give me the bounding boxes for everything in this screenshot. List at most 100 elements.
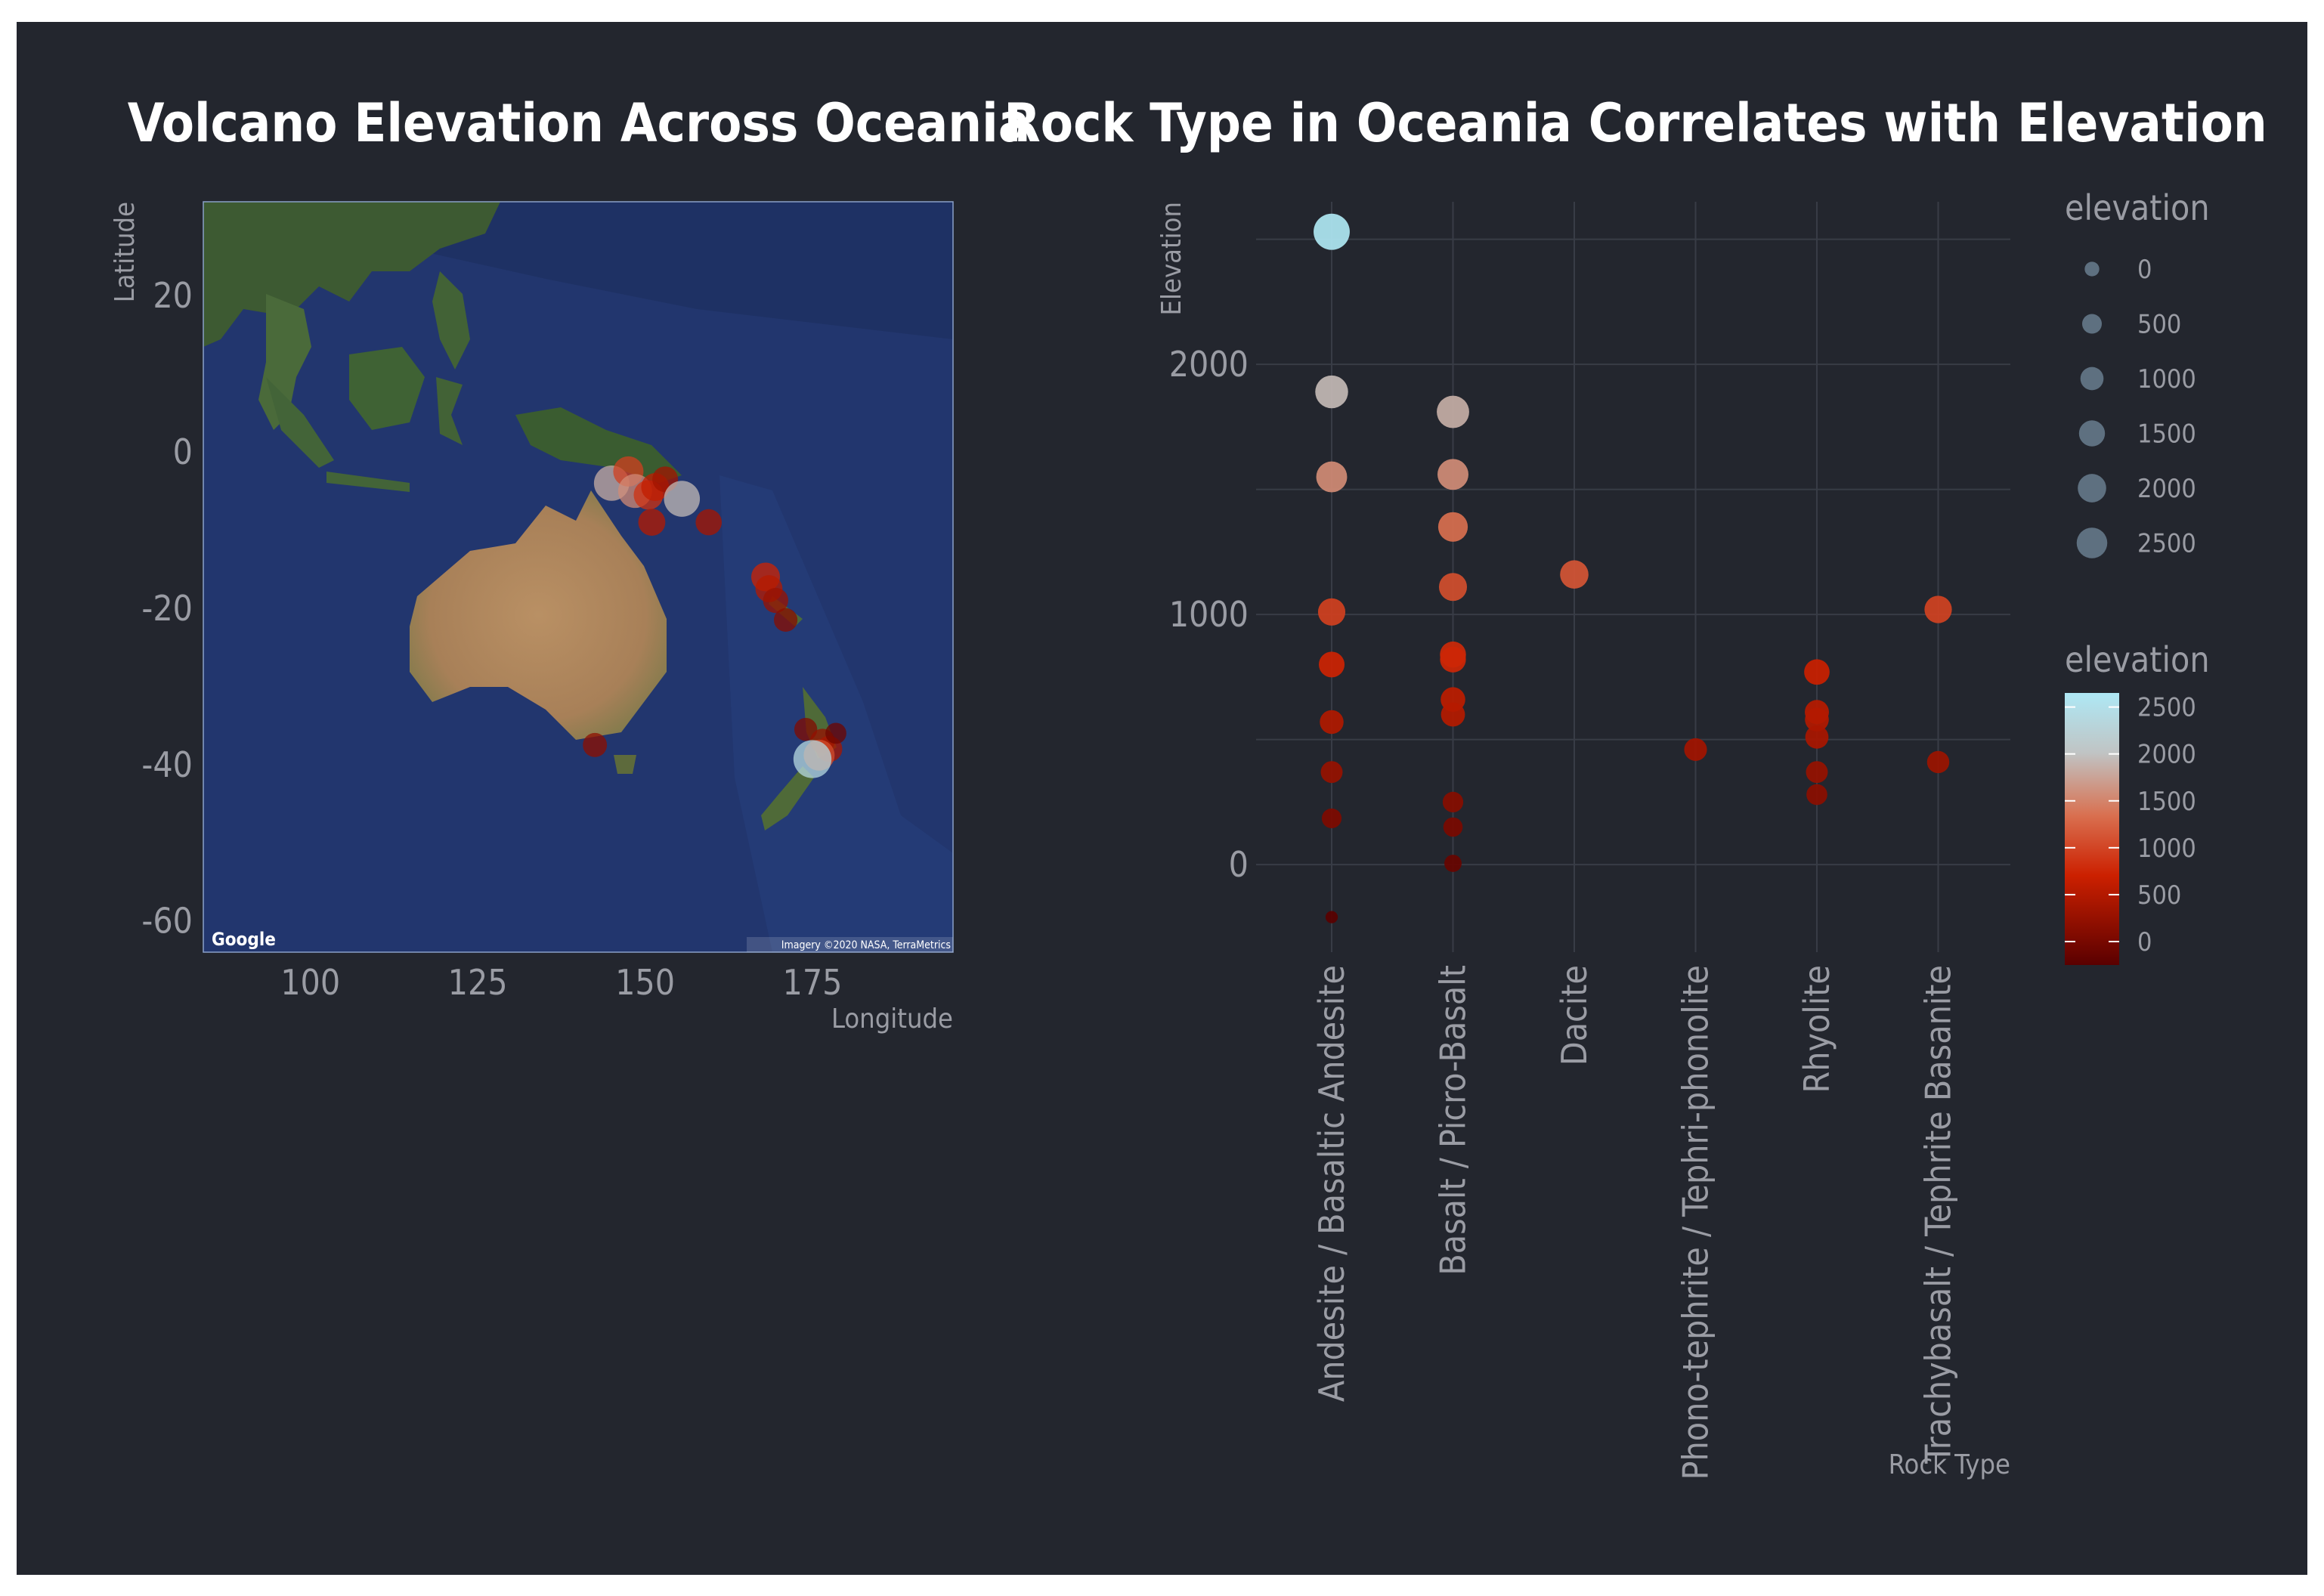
map-point-19 [825, 722, 846, 744]
map-point-18 [793, 740, 832, 778]
rock-point-18 [1443, 817, 1463, 837]
map-x-tick-0: 100 [280, 962, 340, 1003]
rock-title: Rock Type in Oceania Correlates with Ele… [1004, 92, 2267, 154]
rock-point-2 [1316, 461, 1348, 493]
map-y-tick-1: 0 [173, 431, 193, 472]
rock-x-tick-0: Andesite / Basaltic Andesite [1311, 965, 1352, 1402]
rock-point-8 [1325, 911, 1338, 923]
rock-x-label: Rock Type [1889, 1449, 2010, 1480]
size-legend-label-4: 2000 [2137, 474, 2196, 504]
map-land-australia [410, 490, 667, 740]
rock-x-tick-1: Basalt / Picro-Basalt [1433, 965, 1474, 1276]
size-legend-label-3: 1500 [2137, 419, 2196, 450]
map-y-tick-0: 20 [153, 275, 193, 316]
map-frame [203, 201, 954, 953]
rock-point-26 [1806, 761, 1828, 784]
rock-point-16 [1441, 702, 1465, 727]
rock-point-7 [1321, 808, 1342, 829]
map-point-8 [695, 509, 723, 536]
map-x-label: Longitude [831, 1004, 953, 1035]
rock-point-10 [1437, 459, 1468, 490]
map-land-sulawesi [436, 377, 463, 445]
map-land-borneo [349, 347, 425, 430]
rock-point-11 [1437, 512, 1468, 542]
size-legend-label-0: 0 [2137, 255, 2152, 285]
rock-x-ticks: Andesite / Basaltic Andesite Basalt / Pic… [1311, 965, 1959, 1480]
rock-point-29 [1926, 750, 1950, 774]
map-y-tick-2: -20 [141, 588, 193, 629]
color-legend-title: elevation [2065, 639, 2210, 680]
rock-x-tick-4: Rhyolite [1796, 965, 1837, 1093]
color-legend-label-0: 2500 [2137, 693, 2196, 723]
map-y-tick-4: -60 [141, 901, 193, 942]
rock-y-tick-0: 0 [1229, 844, 1249, 885]
size-legend: 0 500 1000 1500 2000 2500 [2076, 255, 2196, 559]
size-legend-dot-3 [2078, 420, 2106, 447]
map-land-nz-south [761, 766, 814, 830]
rock-point-20 [1560, 560, 1589, 589]
color-legend-label-3: 1000 [2137, 834, 2196, 864]
figure-svg: Volcano Elevation Across Oceania Google [110, 92, 2267, 1480]
map-y-ticks: 20 0 -20 -40 -60 [141, 275, 193, 942]
size-legend-dot-5 [2076, 527, 2108, 558]
map-x-tick-1: 125 [448, 962, 508, 1003]
rock-point-4 [1318, 651, 1345, 678]
colorbar [2065, 693, 2119, 965]
color-legend-ticks: 2500 2000 1500 1000 500 0 [2065, 693, 2196, 957]
rock-point-25 [1805, 725, 1829, 749]
map-land-java [326, 472, 410, 492]
map-plot-area: Google Imagery ©2020 NASA, TerraMetrics [203, 201, 954, 953]
map-y-tick-3: -40 [141, 744, 193, 785]
rock-point-17 [1442, 791, 1464, 813]
map-land-tasmania [614, 755, 636, 774]
rock-point-21 [1684, 738, 1707, 761]
map-attribution: Imagery ©2020 NASA, TerraMetrics [781, 939, 951, 951]
attribution-bg [747, 937, 953, 952]
rock-points [1314, 213, 1952, 923]
rock-point-12 [1438, 573, 1468, 602]
size-legend-label-1: 500 [2137, 310, 2181, 340]
map-x-tick-2: 150 [615, 962, 675, 1003]
rock-point-14 [1440, 646, 1466, 673]
map-land-philippines [432, 271, 470, 370]
rock-point-27 [1806, 784, 1827, 806]
color-legend-label-4: 500 [2137, 880, 2181, 911]
color-legend-label-2: 1500 [2137, 787, 2196, 817]
rock-x-tick-5: Trachybasalt / Tephrite Basanite [1918, 965, 1959, 1465]
map-point-11 [763, 587, 788, 614]
figure-panel: Volcano Elevation Across Oceania Google [17, 22, 2307, 1575]
rock-y-tick-1: 1000 [1169, 594, 1249, 635]
rock-x-tick-3: Phono-tephrite / Tephri-phonolite [1676, 965, 1716, 1480]
map-point-14 [794, 717, 818, 741]
map-x-ticks: 100 125 150 175 [280, 962, 842, 1003]
rock-point-24 [1805, 707, 1829, 732]
rock-point-22 [1804, 659, 1830, 685]
size-legend-dot-2 [2080, 367, 2104, 391]
map-x-tick-3: 175 [783, 962, 843, 1003]
map-title: Volcano Elevation Across Oceania [128, 92, 1030, 154]
rock-x-tick-2: Dacite [1554, 965, 1595, 1066]
rock-y-label: Elevation [1156, 202, 1187, 315]
rock-point-28 [1924, 595, 1952, 623]
size-legend-title: elevation [2065, 187, 2210, 228]
rock-point-5 [1320, 710, 1344, 735]
size-legend-dot-0 [2084, 261, 2100, 277]
map-points [583, 456, 846, 778]
rock-point-19 [1444, 855, 1462, 872]
google-logo: Google [212, 929, 276, 950]
size-legend-label-5: 2500 [2137, 529, 2196, 559]
rock-y-tick-2: 2000 [1169, 344, 1249, 385]
map-y-label: Latitude [110, 202, 141, 302]
map-point-5 [638, 509, 666, 537]
map-land-sumatra [266, 377, 334, 468]
rock-point-1 [1315, 375, 1348, 409]
color-legend-label-1: 2000 [2137, 740, 2196, 770]
rock-grid [1256, 202, 2010, 952]
size-legend-label-2: 1000 [2137, 364, 2196, 394]
map-point-7 [664, 481, 701, 517]
size-legend-dot-1 [2081, 314, 2103, 334]
color-legend-label-5: 0 [2137, 927, 2152, 957]
rock-point-9 [1437, 395, 1469, 428]
map-point-12 [773, 608, 798, 632]
size-legend-dot-4 [2078, 474, 2106, 503]
